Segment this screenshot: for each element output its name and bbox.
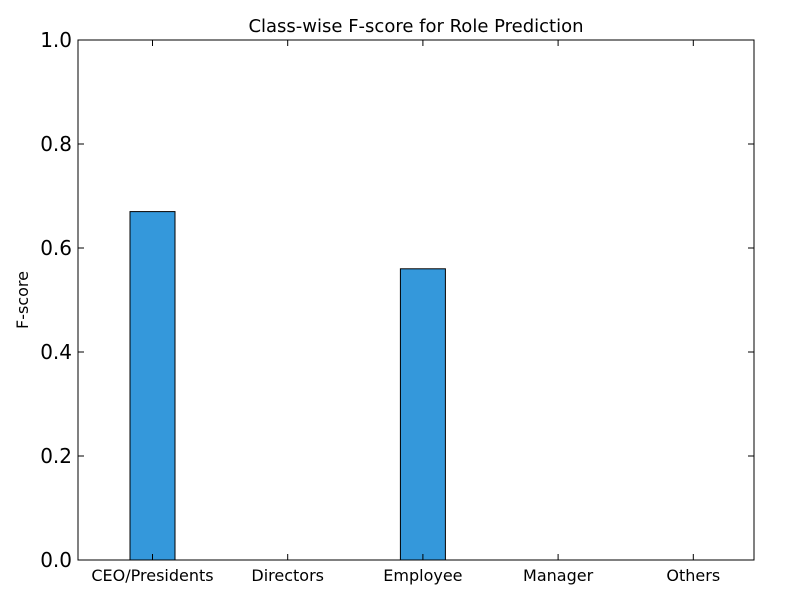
y-tick-label: 0.6 bbox=[40, 236, 72, 260]
bar-ceo-presidents bbox=[129, 211, 176, 561]
y-axis-label: F-score bbox=[13, 271, 32, 329]
y-tick-label: 0.0 bbox=[40, 548, 72, 572]
x-tick-labels: CEO/Presidents Directors Employee Manager Ot… bbox=[91, 566, 720, 585]
chart-title: Class-wise F-score for Role Prediction bbox=[248, 16, 583, 37]
bars-group bbox=[129, 211, 446, 561]
bar-employee bbox=[399, 268, 446, 561]
x-tick-label: Employee bbox=[383, 566, 462, 585]
y-tick-labels: 0.0 0.2 0.4 0.6 0.8 1.0 bbox=[40, 28, 72, 572]
x-tick-label: Others bbox=[666, 566, 720, 585]
y-tick-label: 0.2 bbox=[40, 444, 72, 468]
x-tick-label: Directors bbox=[251, 566, 324, 585]
plot-frame bbox=[77, 39, 755, 561]
y-tick-label: 1.0 bbox=[40, 28, 72, 52]
y-tick-label: 0.4 bbox=[40, 340, 72, 364]
x-tick-label: CEO/Presidents bbox=[91, 566, 213, 585]
x-tick-label: Manager bbox=[523, 566, 594, 585]
y-tick-label: 0.8 bbox=[40, 132, 72, 156]
